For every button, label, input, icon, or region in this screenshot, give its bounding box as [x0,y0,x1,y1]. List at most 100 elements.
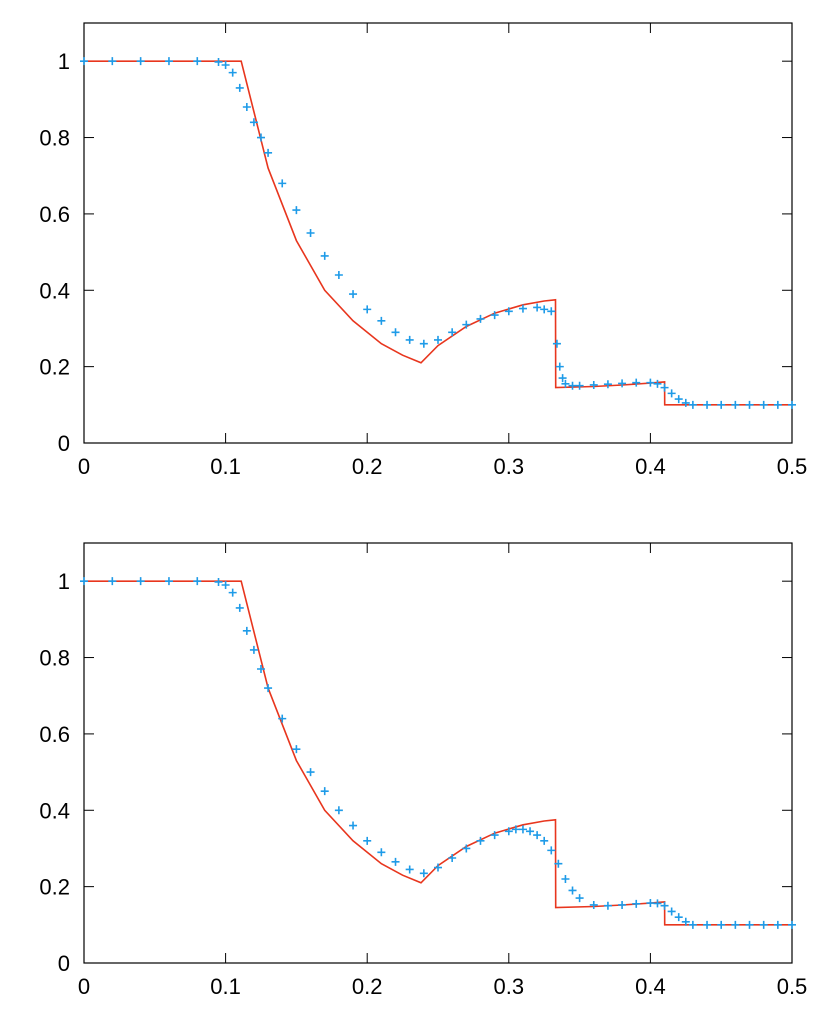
y-tick-label: 0.4 [39,278,70,303]
y-tick-label: 0.2 [39,355,70,380]
data-point [674,913,683,922]
data-point [405,335,414,344]
data-point [568,381,577,390]
plot-frame [83,22,793,444]
data-point [518,304,527,313]
y-tick-label: 1 [58,569,70,594]
data-point [540,836,549,845]
data-point [249,118,258,127]
data-point [377,848,386,857]
data-point [674,395,683,404]
x-tick-label: 0.2 [352,974,383,999]
x-tick-label: 0 [78,454,90,479]
data-point [363,305,372,314]
data-point [419,339,428,348]
data-point [476,314,485,323]
data-point [448,328,457,337]
data-point [108,57,117,66]
data-point [558,374,567,383]
data-point [419,869,428,878]
data-point [306,229,315,237]
data-point [773,920,782,929]
data-point [547,307,556,316]
y-tick-label: 1 [58,49,70,74]
data-point [540,305,549,314]
x-tick-label: 0.1 [210,974,241,999]
data-point [136,577,145,586]
data-point [221,61,230,69]
data-point [221,581,230,589]
data-point [603,901,612,910]
data-point [703,400,712,409]
y-tick-label: 0.6 [39,722,70,747]
x-tick-label: 0.1 [210,454,241,479]
data-point [242,103,251,111]
data-point [759,400,768,409]
y-tick-label: 0 [58,431,70,456]
top-chart: 0 0.1 0.2 0.3 0.4 0.5 0 0.2 0.4 0.6 0.8 1 [39,22,808,479]
data-point [653,379,662,388]
data-point [228,68,237,77]
y-tick-label: 0 [58,951,70,976]
data-point [759,920,768,929]
data-point [717,400,726,409]
data-point [681,398,690,407]
data-point [490,831,499,840]
x-tick-label: 0.4 [635,974,666,999]
x-tick-label: 0.3 [494,454,525,479]
data-point [660,901,669,910]
x-tick-label: 0.5 [777,454,808,479]
data-point [575,894,584,903]
data-point [214,57,223,66]
x-tick-label: 0.4 [635,454,666,479]
data-point [632,899,641,908]
numerical-markers [80,577,796,929]
data-point [391,328,400,337]
data-point [533,831,542,840]
data-point [320,787,329,796]
bottom-chart: 0 0.1 0.2 0.3 0.4 0.5 0 0.2 0.4 0.6 0.8 1 [39,542,807,999]
data-point [448,854,457,862]
data-point [533,303,542,312]
data-point [618,900,627,909]
data-point [511,825,520,834]
data-point [589,900,598,909]
data-point [504,307,513,316]
data-point [264,148,273,157]
data-point [773,400,782,409]
data-point [80,577,88,586]
data-point [547,846,556,855]
data-point [249,645,258,654]
data-point [646,899,655,908]
data-point [349,821,358,830]
data-point [235,603,244,612]
data-point [688,920,697,929]
x-tick-label: 0.2 [352,454,383,479]
x-tick-label: 0.3 [494,974,525,999]
plot-frame [83,542,793,964]
data-point [731,400,740,409]
data-point [136,57,145,66]
data-point [646,378,655,387]
exact-solution-line [84,60,792,406]
data-point [228,588,237,597]
data-point [667,389,676,398]
data-point [235,83,244,92]
data-point [653,899,662,908]
y-tick-label: 0.8 [39,126,70,151]
data-point [462,844,471,853]
data-point [568,886,577,895]
data-point [717,920,726,929]
data-point [462,320,471,329]
data-point [164,57,173,66]
data-point [278,179,287,188]
data-point [306,768,315,777]
data-point [490,311,499,320]
data-point [745,920,754,929]
data-point [731,920,740,929]
data-point [554,859,563,868]
data-point [703,920,712,929]
data-point [476,836,485,845]
data-point [214,577,223,586]
